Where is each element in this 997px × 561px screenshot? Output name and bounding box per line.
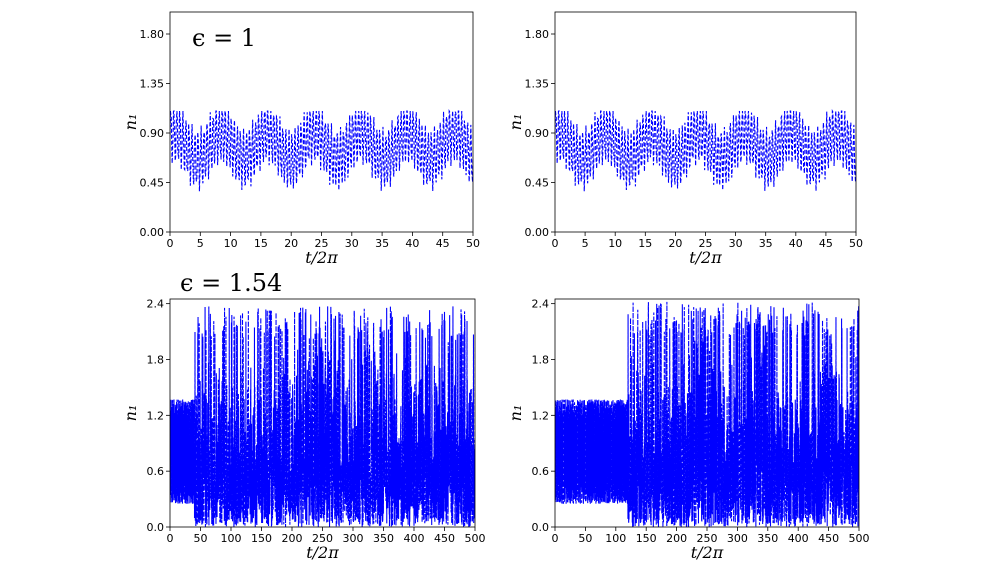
- x-tick-label: 350: [373, 532, 394, 545]
- y-tick-label: 1.80: [140, 28, 165, 41]
- y-tick-label: 0.90: [525, 127, 550, 140]
- x-tick-label: 500: [465, 532, 486, 545]
- y-tick-label: 2.4: [147, 298, 165, 311]
- x-tick-label: 35: [759, 237, 773, 250]
- y-tick-label: 0.90: [140, 127, 165, 140]
- series-line: [170, 306, 475, 527]
- y-tick-label: 0.45: [525, 177, 550, 190]
- y-axis-label: n₁: [506, 405, 525, 422]
- x-tick-label: 20: [668, 237, 682, 250]
- x-tick-label: 10: [608, 237, 622, 250]
- y-tick-label: 0.6: [147, 465, 165, 478]
- x-axis-label: t/2π: [689, 248, 722, 267]
- x-tick-label: 15: [638, 237, 652, 250]
- x-tick-label: 450: [434, 532, 455, 545]
- y-tick-label: 0.6: [532, 465, 550, 478]
- x-tick-label: 0: [552, 532, 559, 545]
- x-tick-label: 450: [818, 532, 839, 545]
- y-tick-label: 0.00: [525, 226, 550, 239]
- x-tick-label: 50: [849, 237, 863, 250]
- x-tick-label: 20: [284, 237, 298, 250]
- x-tick-label: 150: [251, 532, 272, 545]
- x-tick-label: 10: [224, 237, 238, 250]
- y-tick-label: 1.8: [532, 353, 550, 366]
- y-axis-label: n₁: [121, 405, 140, 422]
- y-axis-label: n₁: [506, 114, 525, 131]
- epsilon-annotation-top: ϵ = 1: [192, 24, 256, 52]
- y-tick-label: 1.35: [140, 78, 165, 91]
- x-tick-label: 5: [582, 237, 589, 250]
- y-tick-label: 0.00: [140, 226, 165, 239]
- y-tick-label: 0.0: [532, 521, 550, 534]
- y-tick-label: 0.45: [140, 177, 165, 190]
- x-tick-label: 300: [343, 532, 364, 545]
- x-tick-label: 200: [282, 532, 303, 545]
- x-tick-label: 400: [404, 532, 425, 545]
- x-tick-label: 0: [167, 237, 174, 250]
- y-tick-label: 2.4: [532, 298, 550, 311]
- x-tick-label: 50: [194, 532, 208, 545]
- x-tick-label: 150: [636, 532, 657, 545]
- x-tick-label: 15: [254, 237, 268, 250]
- chart-panel-bottom-right: 0 50 100 150 200 250 300 350 400 450 500 0.0 0.6 1.2 1…: [506, 298, 870, 561]
- x-tick-label: 45: [436, 237, 450, 250]
- x-tick-label: 50: [578, 532, 592, 545]
- x-tick-label: 250: [697, 532, 718, 545]
- chart-panel-top-left: 0 5 10 15 20 25 30 35 40 45 50 0.00 0.45 0.90 1.35 1.80…: [121, 11, 480, 267]
- x-axis-label: t/2π: [691, 543, 724, 561]
- x-tick-label: 100: [605, 532, 626, 545]
- x-tick-label: 30: [729, 237, 743, 250]
- x-axis-label: t/2π: [305, 248, 338, 267]
- series-line: [170, 109, 473, 192]
- y-tick-label: 1.2: [147, 409, 165, 422]
- x-tick-label: 35: [375, 237, 389, 250]
- y-tick-label: 1.8: [147, 353, 165, 366]
- chart-panel-bottom-left: 0 50 100 150 200 250 300 350 400 450 500 0.0 0.6 1.2 1…: [121, 298, 486, 561]
- x-tick-label: 45: [819, 237, 833, 250]
- x-tick-label: 25: [699, 237, 713, 250]
- x-tick-label: 30: [345, 237, 359, 250]
- x-tick-label: 40: [789, 237, 803, 250]
- x-tick-label: 100: [221, 532, 242, 545]
- x-tick-label: 250: [312, 532, 333, 545]
- x-tick-label: 500: [849, 532, 870, 545]
- x-tick-label: 5: [197, 237, 204, 250]
- y-axis-label: n₁: [121, 114, 140, 131]
- x-tick-label: 350: [757, 532, 778, 545]
- y-tick-label: 1.2: [532, 409, 550, 422]
- series-line: [555, 109, 856, 192]
- x-tick-label: 200: [666, 532, 687, 545]
- series-line: [555, 301, 859, 527]
- x-tick-label: 0: [552, 237, 559, 250]
- x-tick-label: 40: [405, 237, 419, 250]
- x-tick-label: 400: [788, 532, 809, 545]
- x-tick-label: 50: [466, 237, 480, 250]
- x-tick-label: 300: [727, 532, 748, 545]
- x-tick-label: 25: [315, 237, 329, 250]
- y-tick-label: 1.35: [525, 78, 550, 91]
- x-tick-label: 0: [167, 532, 174, 545]
- epsilon-annotation-bottom: ϵ = 1.54: [180, 269, 282, 297]
- chart-panel-top-right: 0 5 10 15 20 25 30 35 40 45 50 0.00 0.45 0.90 1.35 1.80…: [506, 11, 863, 267]
- x-axis-label: t/2π: [306, 543, 339, 561]
- y-tick-label: 1.80: [525, 28, 550, 41]
- y-tick-label: 0.0: [147, 521, 165, 534]
